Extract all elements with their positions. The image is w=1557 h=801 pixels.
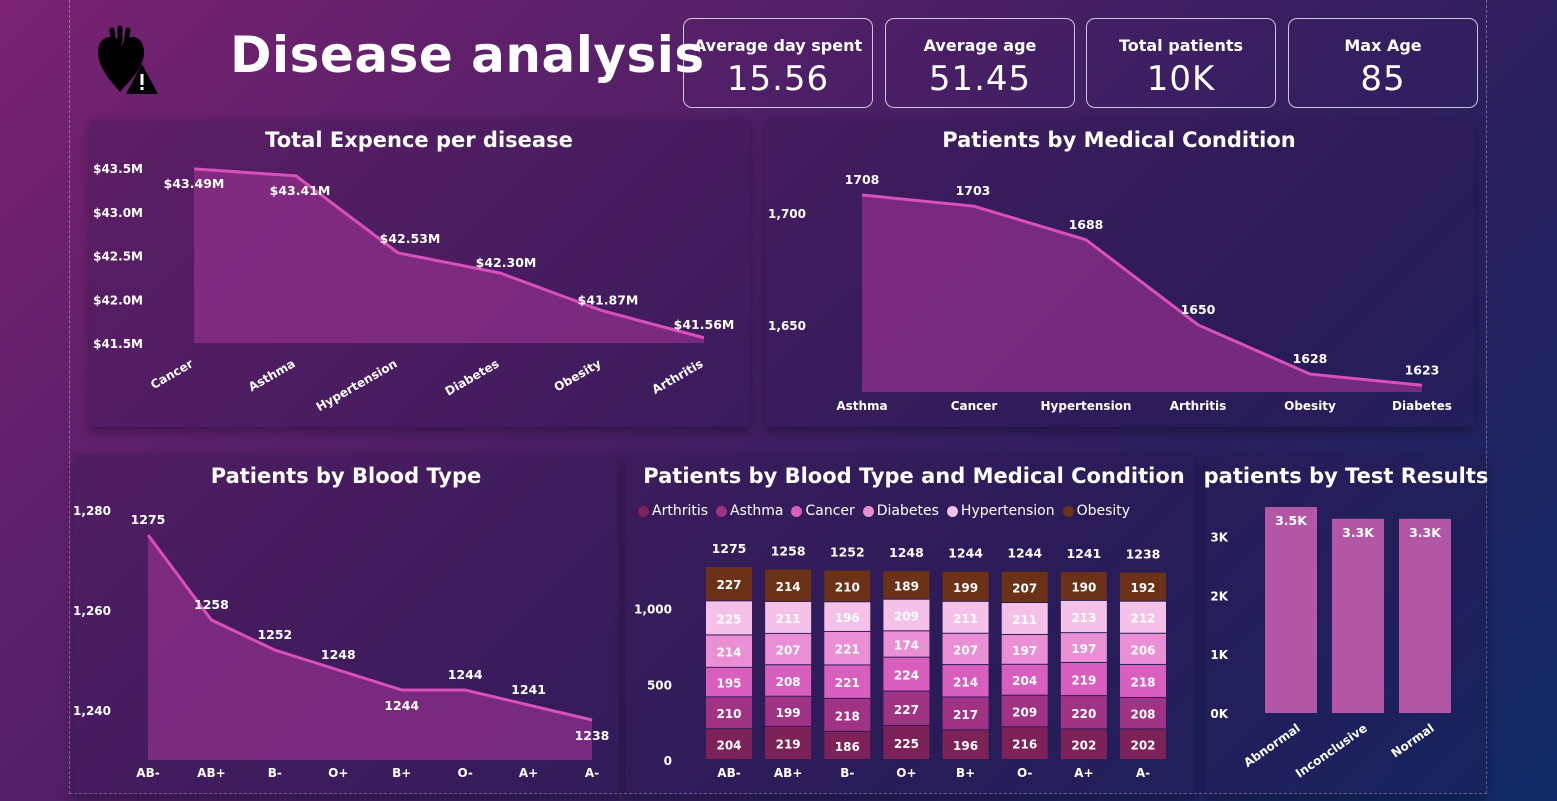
legend-dot-arthritis xyxy=(638,505,649,517)
legend-label: Asthma xyxy=(730,503,784,519)
legend-item-hypertension[interactable]: Hypertension xyxy=(946,503,1055,519)
legend-label: Diabetes xyxy=(876,503,939,519)
chart-title-blood-condition: Patients by Blood Type and Medical Condi… xyxy=(643,464,1185,488)
legend-dot-cancer xyxy=(791,505,803,517)
legend-label: Obesity xyxy=(1076,503,1131,519)
legend-label: Arthritis xyxy=(652,503,709,519)
kpi-label: Average day spent xyxy=(693,36,863,55)
kpi-label: Average age xyxy=(923,36,1037,55)
panel-blood-type xyxy=(74,455,619,795)
heart-warning-icon xyxy=(98,25,158,94)
panel-expense xyxy=(90,120,750,427)
kpi-label: Total patients xyxy=(1118,36,1244,55)
kpi-value: 85 xyxy=(1360,59,1406,99)
legend-item-obesity[interactable]: Obesity xyxy=(1062,503,1131,519)
legend-conditions: Arthritis Asthma Cancer Diabetes Hyperte… xyxy=(638,503,1130,519)
kpi-value: 15.56 xyxy=(726,59,830,99)
dashboard-frame xyxy=(69,0,1487,794)
legend-dot-diabetes xyxy=(862,505,874,517)
legend-item-arthritis[interactable]: Arthritis xyxy=(638,503,708,519)
kpi-value: 51.45 xyxy=(928,59,1032,99)
legend-item-cancer[interactable]: Cancer xyxy=(791,503,855,519)
kpi-card-average-age: Average age 51.45 xyxy=(885,18,1075,108)
legend-dot-asthma xyxy=(716,505,728,517)
page-title: Disease analysis xyxy=(230,26,705,84)
legend-item-diabetes[interactable]: Diabetes xyxy=(862,503,939,519)
chart-title-blood-type: Patients by Blood Type xyxy=(210,464,482,488)
chart-title-expense: Total Expence per disease xyxy=(265,128,573,152)
panel-condition xyxy=(765,120,1475,427)
legend-label: Cancer xyxy=(805,503,855,519)
legend-item-asthma[interactable]: Asthma xyxy=(716,503,783,519)
legend-dot-hypertension xyxy=(946,505,958,517)
kpi-card-average-day-spent: Average day spent 15.56 xyxy=(683,18,873,108)
kpi-card-total-patients: Total patients 10K xyxy=(1086,18,1276,108)
kpi-card-max-age: Max Age 85 xyxy=(1288,18,1478,108)
kpi-label: Max Age xyxy=(1344,36,1422,55)
legend-label: Hypertension xyxy=(960,503,1055,519)
chart-title-test-results: patients by Test Results xyxy=(1203,464,1489,488)
panel-test-results xyxy=(1205,455,1485,795)
legend-dot-obesity xyxy=(1062,505,1074,517)
chart-title-condition: Patients by Medical Condition xyxy=(942,128,1296,152)
kpi-value: 10K xyxy=(1146,59,1216,99)
